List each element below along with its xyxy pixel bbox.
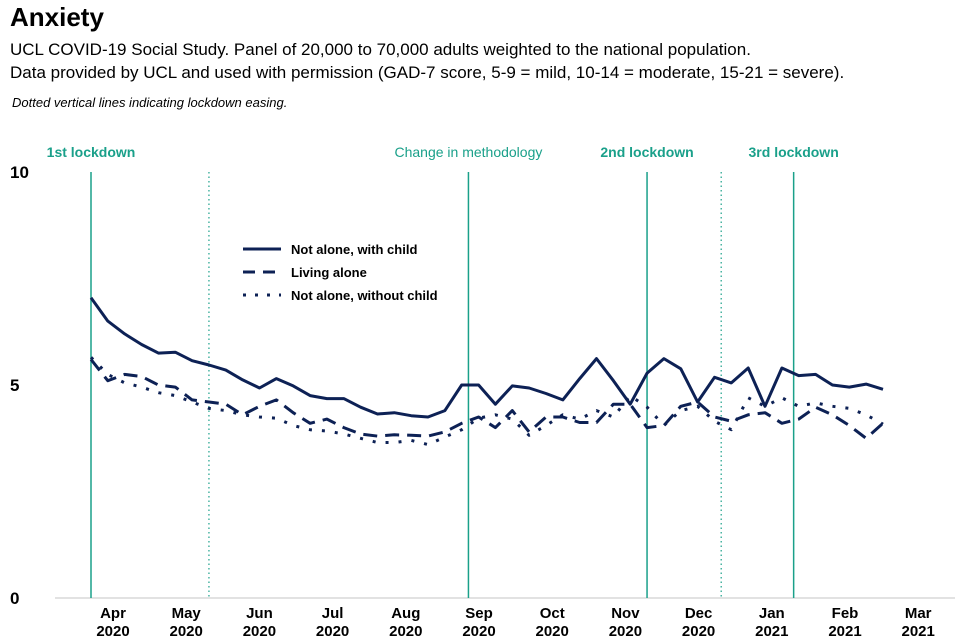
x-tick-label-year: 2020: [462, 623, 495, 640]
series-line-not-alone-without-child: [89, 356, 884, 447]
x-tick-label-month: May: [172, 605, 202, 622]
series-line-living-alone: [89, 358, 884, 440]
legend-label: Living alone: [291, 265, 367, 280]
chart-subtitle-line-2: Data provided by UCL and used with permi…: [10, 63, 845, 82]
x-tick-label-month: Feb: [832, 605, 859, 622]
x-tick-label-year: 2021: [902, 623, 935, 640]
x-tick-label-year: 2020: [316, 623, 349, 640]
x-tick-label-month: Sep: [465, 605, 493, 622]
x-tick-label-year: 2020: [609, 623, 642, 640]
x-tick-label-month: Apr: [100, 605, 126, 622]
chart-note: Dotted vertical lines indicating lockdow…: [12, 95, 288, 110]
x-tick-label-year: 2020: [170, 623, 203, 640]
event-label: 2nd lockdown: [600, 144, 693, 160]
x-tick-label-month: Jul: [322, 605, 344, 622]
y-tick-label: 5: [10, 376, 19, 395]
x-tick-label-year: 2021: [828, 623, 861, 640]
x-tick-label-year: 2021: [755, 623, 788, 640]
event-label: 3rd lockdown: [749, 144, 839, 160]
x-tick-label-year: 2020: [96, 623, 129, 640]
axes: 0510Apr2020May2020Jun2020Jul2020Aug2020S…: [10, 163, 955, 640]
legend: Not alone, with child Living alone Not alo…: [243, 242, 438, 303]
x-tick-label-month: Jan: [759, 605, 785, 622]
x-tick-label-month: Nov: [611, 605, 640, 622]
x-tick-label-year: 2020: [536, 623, 569, 640]
chart-title: Anxiety: [10, 2, 104, 32]
event-markers: 1st lockdown Change in methodology 2nd loc…: [47, 144, 839, 598]
event-label: 1st lockdown: [47, 144, 136, 160]
legend-label: Not alone, with child: [291, 242, 417, 257]
legend-label: Not alone, without child: [291, 288, 438, 303]
x-tick-label-month: Aug: [391, 605, 420, 622]
chart-subtitle-line-1: UCL COVID-19 Social Study. Panel of 20,0…: [10, 40, 751, 59]
event-label: Change in methodology: [394, 144, 542, 160]
x-tick-label-year: 2020: [243, 623, 276, 640]
y-tick-label: 10: [10, 163, 29, 182]
x-tick-label-month: Oct: [540, 605, 565, 622]
x-tick-label-month: Mar: [905, 605, 932, 622]
x-tick-label-year: 2020: [682, 623, 715, 640]
x-tick-label-month: Jun: [246, 605, 273, 622]
y-tick-label: 0: [10, 589, 19, 608]
x-tick-label-year: 2020: [389, 623, 422, 640]
series-lines: [89, 296, 884, 447]
x-tick-label-month: Dec: [685, 605, 713, 622]
series-line-not-alone-with-child: [89, 296, 884, 419]
